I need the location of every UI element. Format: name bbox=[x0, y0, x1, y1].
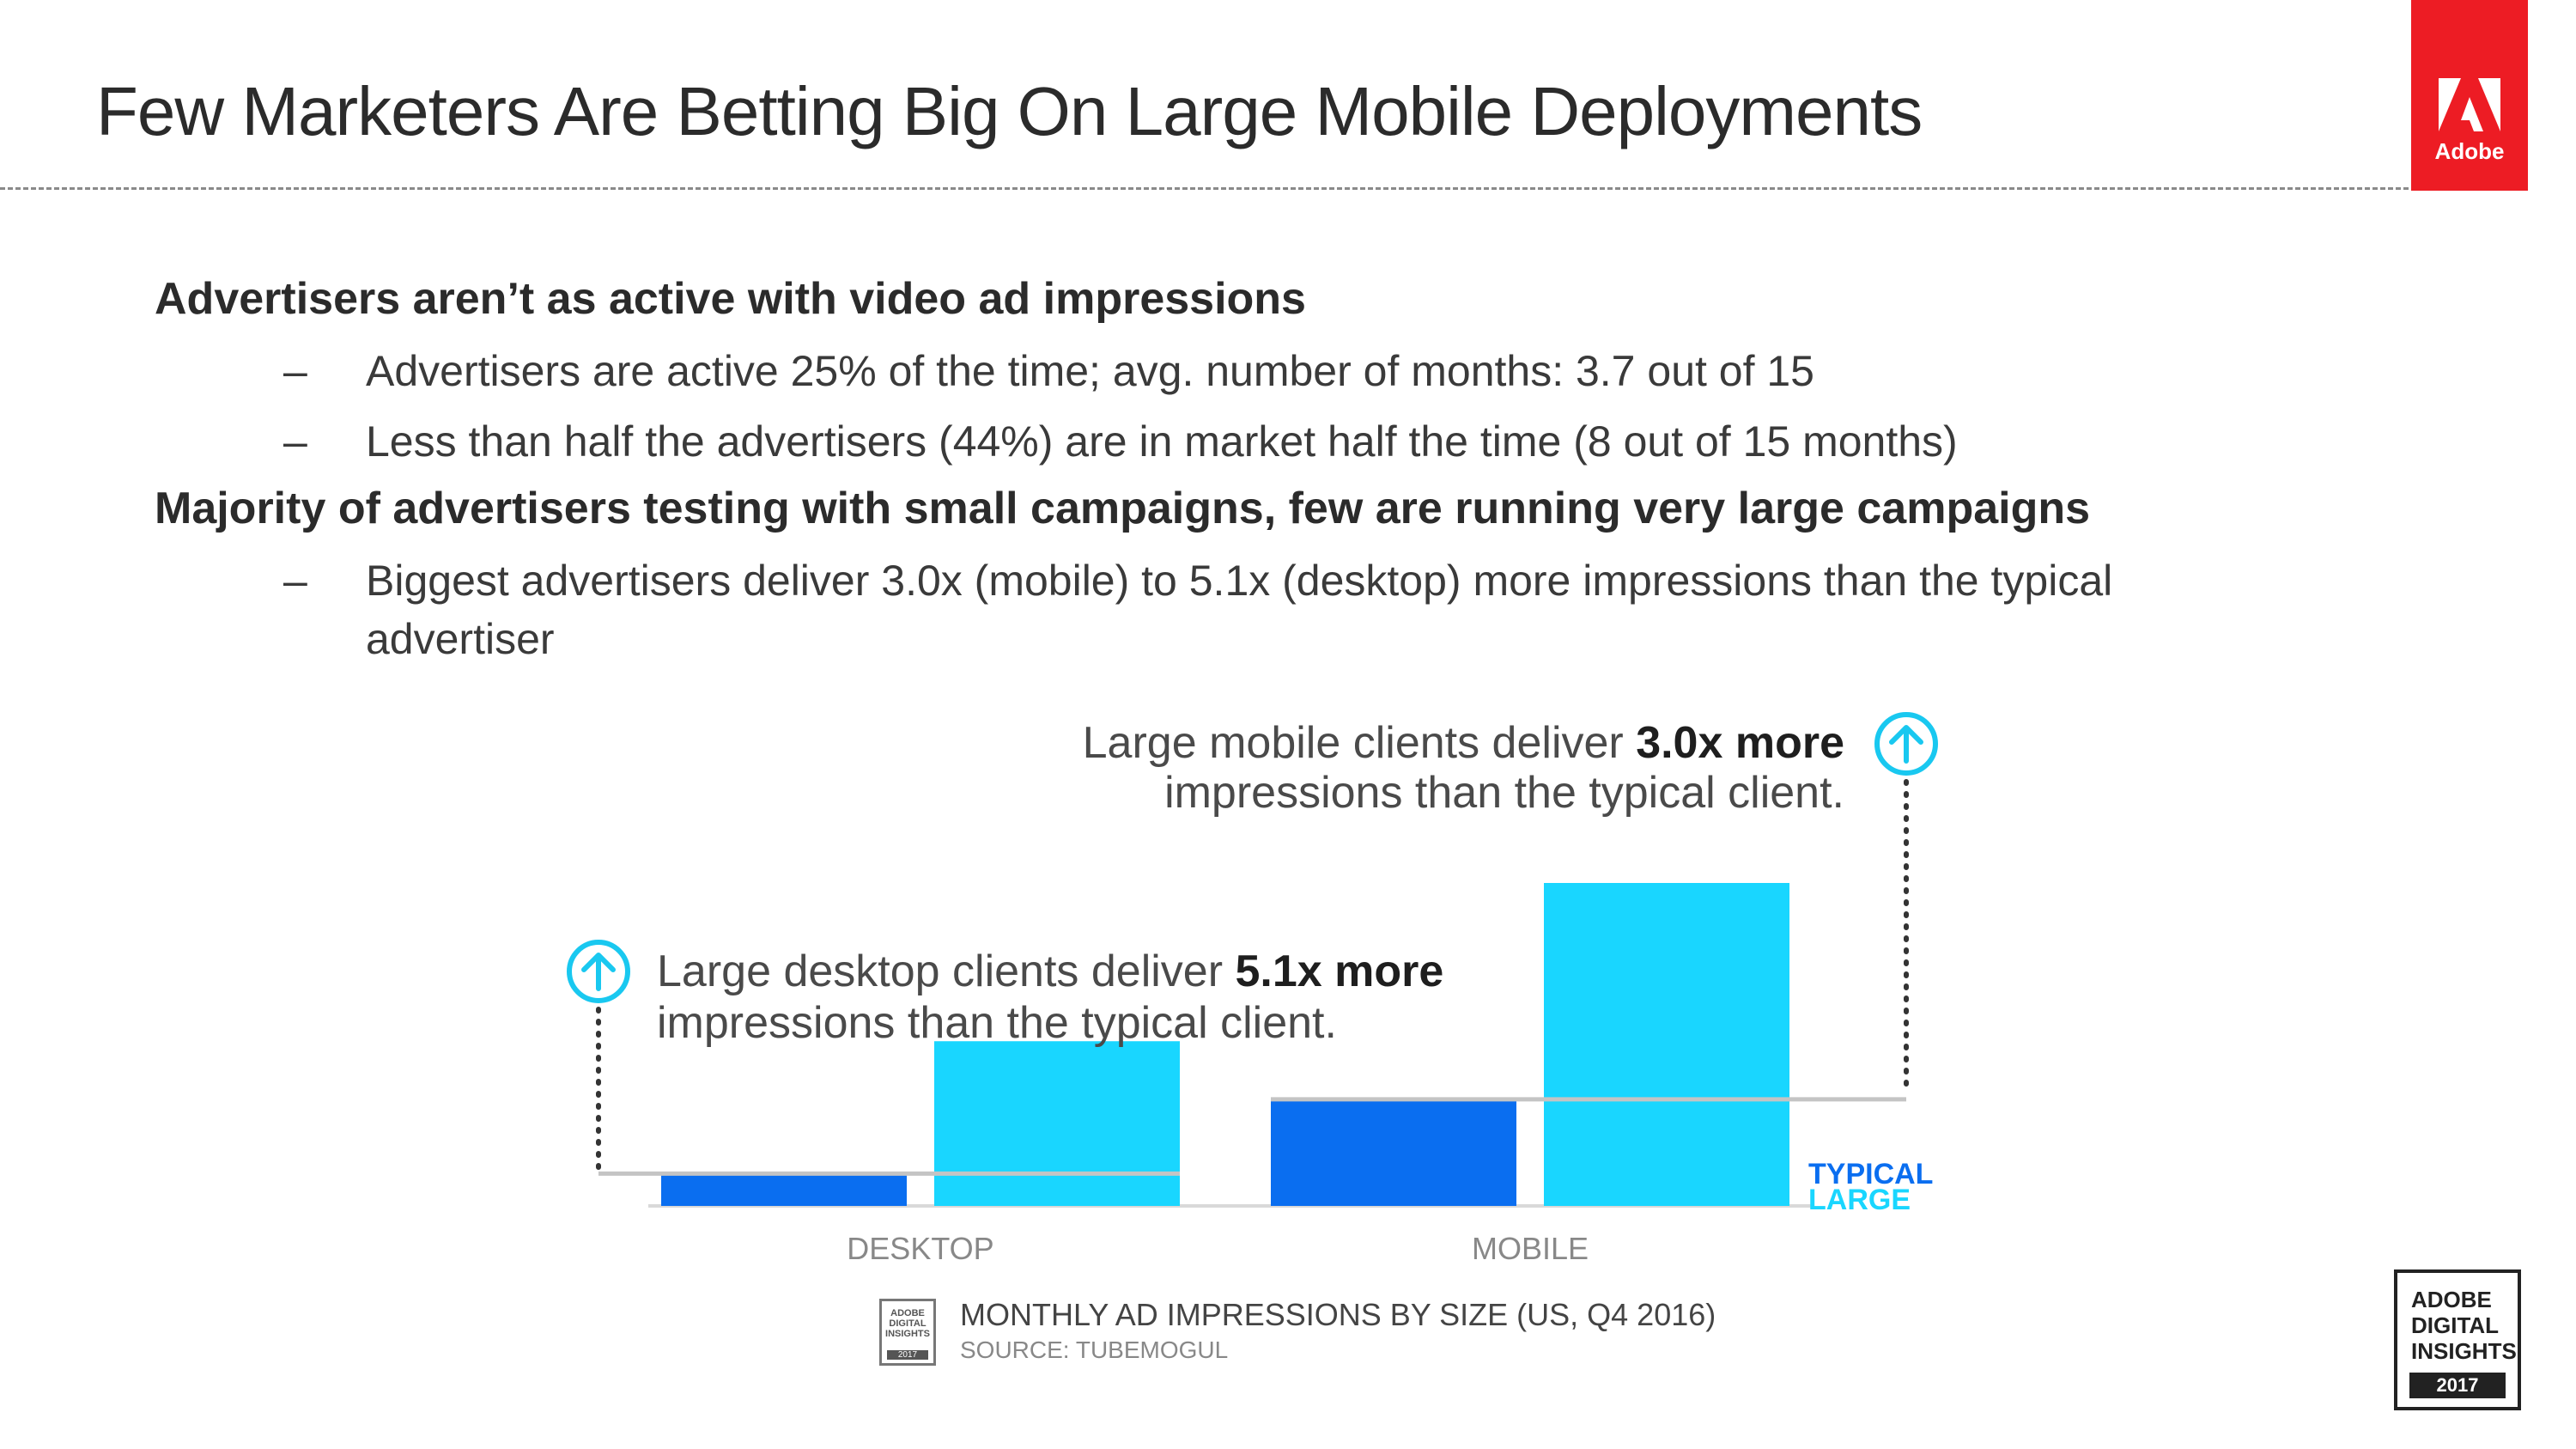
bullet-list: Advertisers aren’t as active with video … bbox=[155, 273, 2215, 680]
sub-bullet-text: Less than half the advertisers (44%) are… bbox=[366, 417, 1958, 466]
annotation-desktop-line1: Large desktop clients deliver 5.1x more bbox=[657, 947, 1443, 996]
dash-marker: – bbox=[283, 347, 307, 395]
bar-large-mobile bbox=[1544, 883, 1789, 1206]
sub-bullet-text: Biggest advertisers deliver 3.0x (mobile… bbox=[366, 557, 2113, 663]
dash-marker: – bbox=[283, 557, 307, 605]
bullet-1: Advertisers aren’t as active with video … bbox=[155, 274, 1306, 324]
annotation-mobile-line2: impressions than the typical client. bbox=[1164, 768, 1844, 818]
annotation-mobile-line1: Large mobile clients deliver 3.0x more bbox=[1083, 718, 1844, 768]
adobe-a-icon bbox=[2439, 78, 2500, 131]
bar-typical-mobile bbox=[1271, 1099, 1516, 1206]
title-divider bbox=[0, 187, 2409, 190]
bullet-2: Majority of advertisers testing with sma… bbox=[155, 484, 2091, 533]
chart-source: SOURCE: TUBEMOGUL bbox=[960, 1336, 1229, 1363]
small-badge-text: ADOBE DIGITAL INSIGHTS bbox=[885, 1308, 930, 1339]
adobe-digital-insights-badge: ADOBE DIGITAL INSIGHTS 2017 bbox=[2394, 1269, 2521, 1410]
x-tick-label: MOBILE bbox=[1472, 1231, 1589, 1266]
adobe-digital-insights-small-badge: ADOBE DIGITAL INSIGHTS 2017 bbox=[879, 1299, 936, 1366]
slide-title: Few Marketers Are Betting Big On Large M… bbox=[96, 73, 1923, 149]
dash-marker: – bbox=[283, 417, 307, 466]
sub-bullet-1-2: – Less than half the advertisers (44%) ar… bbox=[155, 412, 2221, 471]
bar-large-desktop bbox=[934, 1041, 1180, 1206]
chart-caption: MONTHLY AD IMPRESSIONS BY SIZE (US, Q4 2… bbox=[960, 1297, 1716, 1332]
small-badge-year: 2017 bbox=[887, 1350, 928, 1360]
sub-bullet-1-1: – Advertisers are active 25% of the time;… bbox=[155, 342, 2221, 400]
sub-bullet-2-1: – Biggest advertisers deliver 3.0x (mobil… bbox=[155, 551, 2221, 668]
up-arrow-glyph bbox=[1889, 725, 1923, 764]
x-tick-label: DESKTOP bbox=[847, 1231, 993, 1266]
bar-typical-desktop bbox=[661, 1173, 907, 1206]
annotation-desktop-line2: impressions than the typical client. bbox=[657, 998, 1337, 1048]
legend-large: LARGE bbox=[1808, 1184, 1911, 1216]
up-arrow-icon bbox=[1874, 712, 1938, 776]
badge-year: 2017 bbox=[2409, 1373, 2506, 1398]
adobe-logo-text: Adobe bbox=[2434, 138, 2505, 164]
legend-typical: TYPICAL bbox=[1808, 1158, 1933, 1190]
up-arrow-glyph bbox=[581, 953, 616, 991]
sub-bullet-text: Advertisers are active 25% of the time; … bbox=[366, 347, 1814, 395]
up-arrow-icon bbox=[567, 940, 630, 1003]
adobe-logo: Adobe bbox=[2411, 0, 2528, 191]
